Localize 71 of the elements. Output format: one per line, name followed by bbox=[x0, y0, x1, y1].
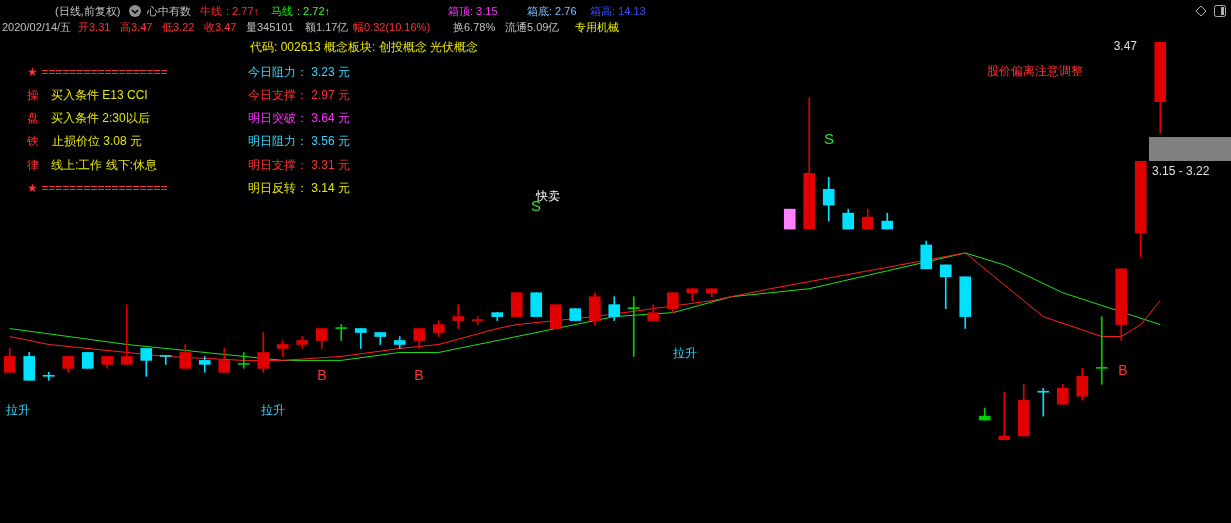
annotation: 操 bbox=[27, 88, 39, 103]
text: 马线 bbox=[271, 3, 293, 19]
candlestick bbox=[705, 288, 718, 298]
annotation: 明日支撑： 3.31 元 bbox=[248, 158, 351, 173]
candlestick bbox=[42, 372, 55, 381]
candlestick bbox=[81, 352, 94, 369]
candlestick bbox=[549, 304, 562, 329]
text: 幅0.32(10.16%) bbox=[353, 20, 431, 34]
candlestick bbox=[296, 336, 309, 349]
candlestick bbox=[354, 328, 367, 349]
annotation: ★ ================== bbox=[27, 181, 168, 196]
candlestick bbox=[276, 340, 289, 357]
candlestick bbox=[627, 296, 640, 357]
annotation: 拉升 bbox=[673, 346, 697, 361]
candlestick bbox=[686, 288, 699, 302]
candlestick bbox=[374, 332, 387, 345]
annotation: 明日反转： 3.14 元 bbox=[248, 181, 351, 196]
candlestick bbox=[471, 316, 484, 325]
annotation: 3.47 bbox=[1113, 39, 1137, 54]
annotation: B bbox=[317, 367, 327, 384]
candlestick bbox=[530, 292, 543, 317]
annotation: 3.15 - 3.22 bbox=[1152, 164, 1210, 179]
annotation: 买入条件 E13 CCI bbox=[51, 88, 148, 103]
annotation: S bbox=[823, 129, 835, 148]
text: 箱顶: 3.15 bbox=[448, 4, 498, 18]
text: 开3.31 bbox=[78, 20, 111, 34]
text: 换6.78% bbox=[453, 20, 496, 34]
annotation: 止损价位 3.08 元 bbox=[52, 134, 143, 149]
text: 2020/02/14/五 bbox=[2, 20, 72, 34]
text: 流通5.09亿 bbox=[505, 20, 560, 34]
text: 高3.47 bbox=[120, 20, 153, 34]
annotation: 盘 bbox=[27, 111, 39, 126]
text: 箱底: 2.76 bbox=[527, 4, 577, 18]
annotation: 买入条件 2:30以后 bbox=[51, 111, 150, 126]
annotation: 拉升 bbox=[6, 403, 30, 418]
annotation: 明日阻力： 3.56 元 bbox=[248, 134, 351, 149]
text: : 2.72↑ bbox=[297, 4, 331, 18]
candlestick bbox=[783, 208, 796, 230]
annotation: 明日突破： 3.64 元 bbox=[248, 111, 351, 126]
text: 收3.47 bbox=[204, 20, 237, 34]
annotation: ★ ================== bbox=[27, 65, 168, 80]
candlestick bbox=[491, 312, 504, 321]
candlestick bbox=[1095, 316, 1108, 385]
candlestick bbox=[237, 352, 250, 369]
annotation: 今日阻力： 3.23 元 bbox=[248, 65, 351, 80]
text: 量345101 bbox=[246, 20, 294, 34]
text: 牛线 bbox=[200, 3, 222, 19]
annotation: 代码: 002613 概念板块: 创投概念 光伏概念 bbox=[250, 40, 479, 55]
annotation: 今日支撑： 2.97 元 bbox=[248, 88, 351, 103]
annotation: 线上:工作 线下:休息 bbox=[51, 158, 158, 173]
candlestick bbox=[569, 308, 582, 321]
text: : 2.77↑ bbox=[226, 4, 260, 18]
text: 心中有数 bbox=[147, 4, 191, 18]
annotation: B bbox=[1118, 362, 1128, 379]
candlestick bbox=[452, 304, 465, 329]
annotation: 股价偏离注意调整 bbox=[987, 64, 1083, 79]
annotation: 律 bbox=[27, 158, 39, 173]
candlestick bbox=[335, 324, 348, 341]
candlestick bbox=[198, 356, 211, 373]
text: 低3.22 bbox=[162, 20, 195, 34]
candlestick bbox=[159, 355, 172, 365]
annotation: 铁 bbox=[27, 134, 39, 149]
text: 专用机械 bbox=[575, 20, 619, 34]
candlestick bbox=[510, 292, 523, 317]
text: 箱高: 14.13 bbox=[590, 4, 646, 18]
annotation: B bbox=[414, 367, 424, 384]
text: (日线,前复权) bbox=[55, 4, 121, 18]
text: 额1.17亿 bbox=[305, 20, 349, 34]
annotation: 拉升 bbox=[261, 403, 285, 418]
candlestick bbox=[393, 336, 406, 349]
candlestick bbox=[1037, 387, 1050, 417]
